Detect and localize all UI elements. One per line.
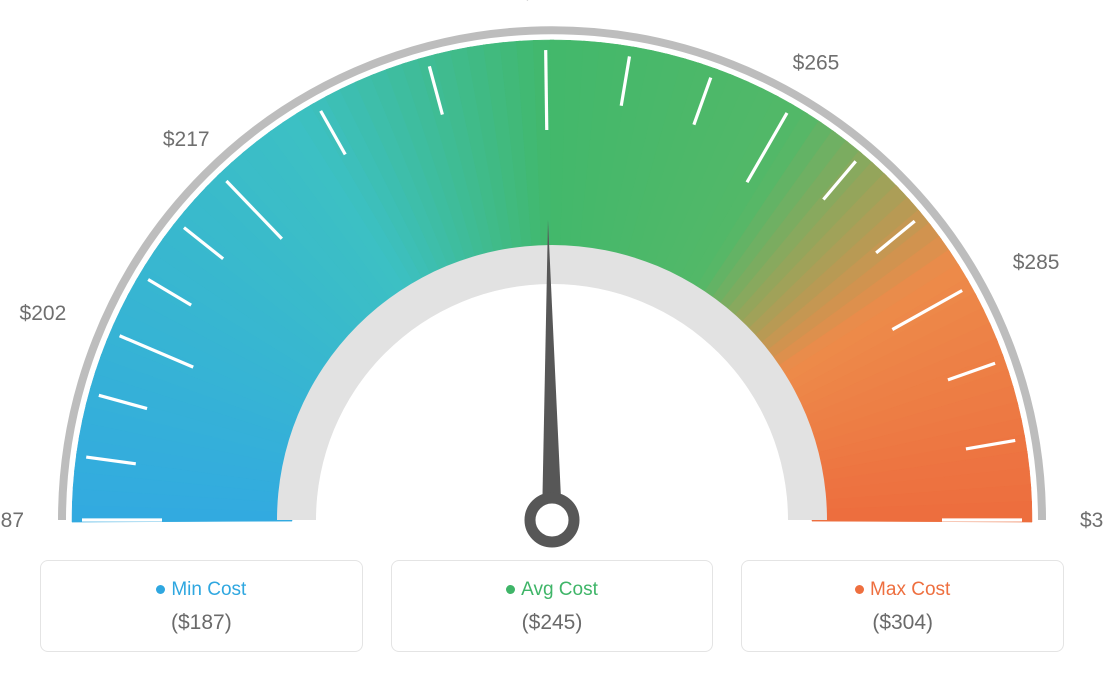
gauge-tick-label: $265 xyxy=(793,52,840,75)
gauge-tick-label: $217 xyxy=(163,128,210,151)
legend-label: Min Cost xyxy=(51,579,352,601)
legend-label-text: Max Cost xyxy=(870,579,950,600)
legend-value: ($245) xyxy=(402,611,703,635)
gauge-tick-label: $187 xyxy=(0,509,24,532)
legend-dot-icon xyxy=(156,585,165,594)
legend-row: Min Cost ($187) Avg Cost ($245) Max Cost ($30… xyxy=(0,560,1104,652)
gauge-tick-label: $245 xyxy=(522,0,569,4)
gauge-tick-label: $285 xyxy=(1013,251,1060,274)
legend-value: ($304) xyxy=(752,611,1053,635)
gauge-svg: $187 $202 $217 $245 $265 $285 $304 xyxy=(0,0,1104,560)
legend-label-text: Avg Cost xyxy=(521,579,598,600)
legend-box: Min Cost ($187) xyxy=(40,560,363,652)
legend-dot-icon xyxy=(506,585,515,594)
legend-label: Avg Cost xyxy=(402,579,703,601)
legend-value: ($187) xyxy=(51,611,352,635)
gauge-needle-hub xyxy=(530,498,574,542)
gauge-tick-label: $202 xyxy=(20,302,67,325)
gauge-chart: $187 $202 $217 $245 $265 $285 $304 xyxy=(0,0,1104,560)
legend-dot-icon xyxy=(855,585,864,594)
legend-box: Avg Cost ($245) xyxy=(391,560,714,652)
legend-label-text: Min Cost xyxy=(171,579,246,600)
gauge-tick-label: $304 xyxy=(1080,509,1104,532)
legend-box: Max Cost ($304) xyxy=(741,560,1064,652)
legend-label: Max Cost xyxy=(752,579,1053,601)
